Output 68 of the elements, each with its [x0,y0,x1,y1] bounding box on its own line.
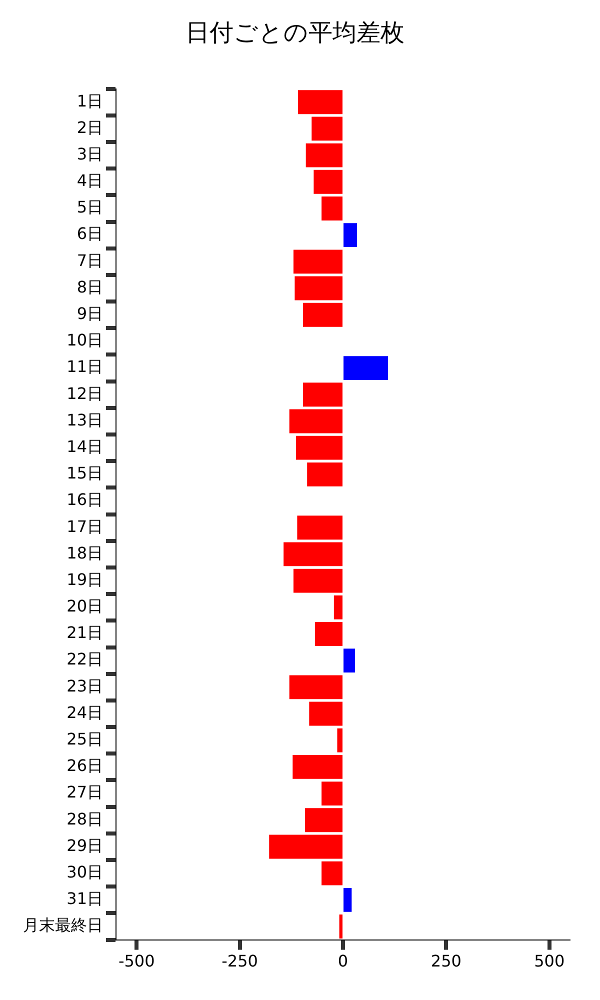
bar [297,516,342,540]
bar [307,462,342,486]
y-tick-label: 23日 [66,676,103,696]
y-tick-label: 21日 [66,623,103,642]
y-tick-label: 8日 [76,277,103,296]
bar [269,834,342,859]
bar [334,595,342,620]
y-tick-label: 14日 [66,436,103,456]
bar [344,648,355,673]
y-tick-label: 7日 [76,250,103,270]
bar [305,808,342,832]
y-tick-label: 12日 [66,384,103,403]
bar [293,568,342,593]
y-tick-label: 31日 [66,889,103,908]
y-tick-label: 13日 [66,410,103,430]
x-tick-label: 250 [430,952,462,971]
bar [309,702,342,726]
x-tick-label: -250 [222,952,258,971]
bar [322,782,342,806]
bar [314,170,342,194]
bar [314,622,342,646]
bar [312,116,342,141]
y-tick-label: 29日 [66,836,103,855]
bar [337,728,342,752]
bar [322,861,342,886]
y-tick-label: 20日 [66,596,103,616]
y-tick-label: 10日 [66,330,103,350]
y-tick-label: 1日 [76,91,103,110]
bar [339,914,342,938]
y-tick-label: 27日 [66,782,103,802]
y-tick-label: 25日 [66,730,103,749]
bar [344,888,352,912]
y-tick-label: 5日 [76,198,103,217]
bar [292,754,342,779]
bar [298,90,342,114]
bar [293,250,342,274]
y-tick-label: 24日 [66,702,103,722]
y-tick-label: 6日 [76,224,103,244]
bar [344,356,388,380]
x-tick-label: 500 [534,952,565,971]
y-tick-label: 16日 [66,490,103,510]
y-tick-label: 26日 [66,756,103,776]
y-tick-label: 3日 [76,144,103,164]
bar [284,542,342,566]
x-tick-label: -500 [118,952,155,971]
bar [322,196,342,220]
bar [294,276,342,300]
y-tick-label: 15日 [66,464,103,483]
bar [306,143,342,168]
y-tick-label: 18日 [66,543,103,562]
y-tick-label: 4日 [76,171,103,190]
y-tick-label: 28日 [66,809,103,828]
bar [344,223,358,248]
chart-title: 日付ごとの平均差枚 [186,18,404,47]
y-tick-label: 月末最終日 [23,916,103,935]
bar [289,409,342,434]
y-tick-label: 19日 [66,570,103,589]
bar [302,382,342,407]
y-tick-label: 17日 [66,516,103,536]
y-tick-label: 2日 [76,118,103,137]
y-tick-label: 11日 [66,357,103,376]
bar [296,436,342,460]
bar [302,302,342,327]
y-tick-label: 22日 [66,650,103,669]
y-tick-label: 9日 [76,304,103,324]
y-tick-label: 30日 [66,862,103,882]
x-tick-label: 0 [338,952,348,971]
bar [289,675,342,700]
